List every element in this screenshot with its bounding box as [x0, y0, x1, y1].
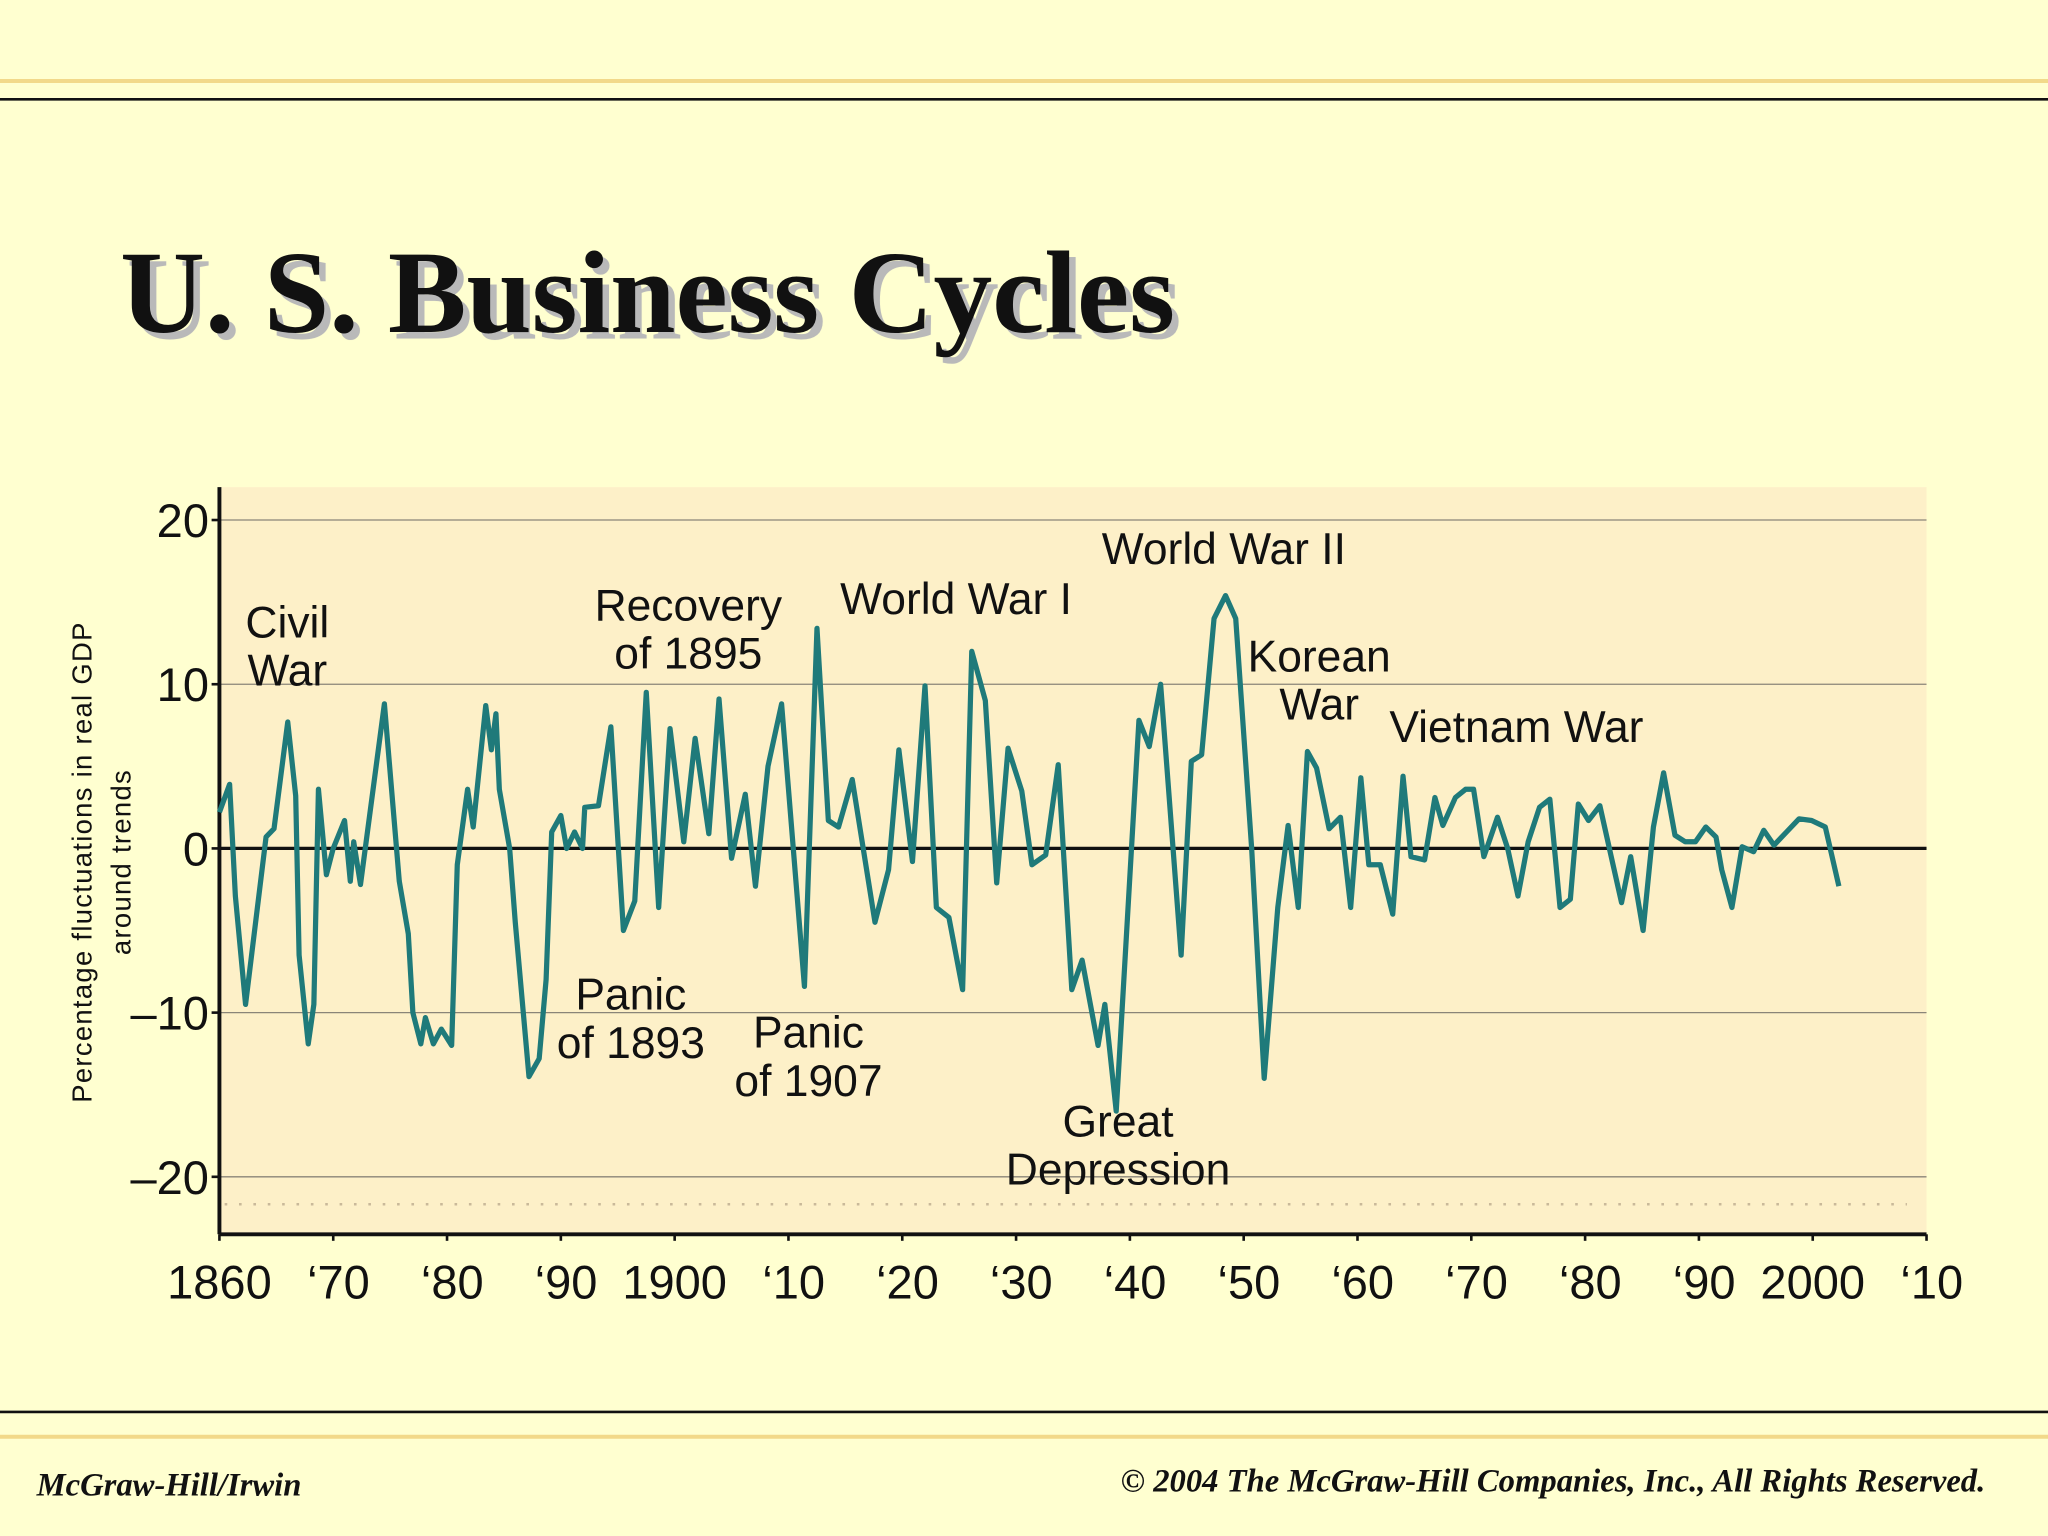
annotation: Civil [245, 598, 329, 647]
annotation: Vietnam War [1389, 703, 1643, 752]
data-line [216, 592, 1842, 1114]
x-tick-label: ‘50 [1218, 1255, 1281, 1308]
annotation: World War I [840, 575, 1072, 624]
chart-title: U. S. Business Cycles [120, 228, 1175, 358]
annotation: War [1279, 681, 1359, 730]
y-tick-label: 20 [157, 494, 209, 547]
annotation: of 1895 [614, 630, 762, 679]
x-tick-label: ‘80 [421, 1255, 484, 1308]
annotation: of 1907 [734, 1057, 882, 1106]
annotation: Depression [1006, 1146, 1231, 1195]
x-tick-label: ‘90 [1673, 1255, 1736, 1308]
x-tick-label: ‘10 [1900, 1255, 1963, 1308]
y-tick-label: –10 [131, 987, 209, 1040]
y-tick-label: 0 [183, 822, 209, 875]
annotation: War [247, 647, 327, 696]
x-tick-label: ‘40 [1104, 1255, 1167, 1308]
annotation: Recovery [595, 581, 783, 630]
annotation: Korean [1248, 632, 1391, 681]
x-tick-label: 1860 [167, 1255, 272, 1308]
y-axis-label: Percentage fluctuations in real GDP [66, 621, 97, 1102]
y-axis-label: around trends [106, 769, 137, 955]
grid [219, 519, 1927, 1178]
x-tick-label: ‘70 [1445, 1255, 1508, 1308]
annotation: Panic [753, 1009, 864, 1058]
footer-right: © 2004 The McGraw-Hill Companies, Inc., … [1121, 1464, 1986, 1500]
annotation: World War II [1102, 525, 1346, 574]
x-tick-label: 2000 [1760, 1255, 1865, 1308]
footer-left: McGraw-Hill/Irwin [36, 1468, 302, 1504]
x-tick-label: ‘30 [990, 1255, 1053, 1308]
y-tick-label: –20 [131, 1151, 209, 1204]
plot-area [219, 487, 1927, 1235]
annotation: Panic [575, 971, 686, 1020]
annotation: Great [1063, 1097, 1175, 1146]
x-tick-label: ‘70 [307, 1255, 370, 1308]
x-tick-label: ‘60 [1331, 1255, 1394, 1308]
x-tick-label: ‘90 [535, 1255, 598, 1308]
x-tick-label: ‘20 [876, 1255, 939, 1308]
y-tick-label: 10 [157, 658, 209, 711]
x-tick-label: 1900 [622, 1255, 727, 1308]
x-tick-label: ‘80 [1559, 1255, 1622, 1308]
annotation: of 1893 [557, 1019, 705, 1068]
x-tick-label: ‘10 [762, 1255, 825, 1308]
